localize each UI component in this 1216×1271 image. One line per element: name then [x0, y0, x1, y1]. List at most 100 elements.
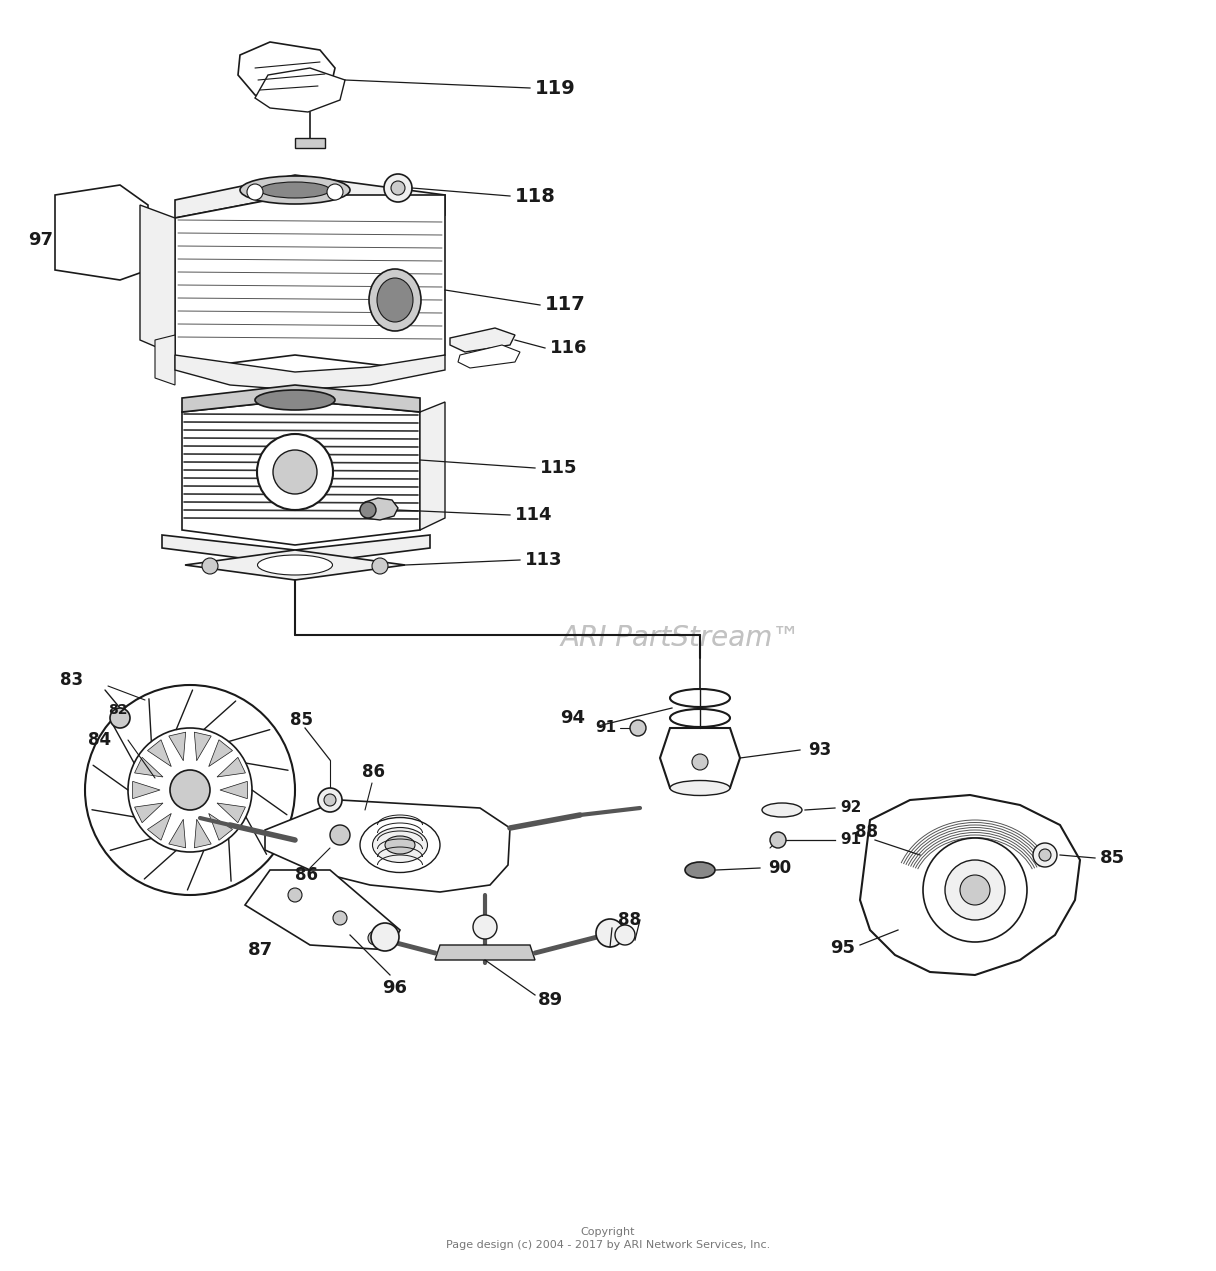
Circle shape [770, 833, 786, 848]
Polygon shape [216, 758, 246, 777]
Text: 83: 83 [60, 671, 83, 689]
Ellipse shape [255, 390, 334, 411]
Polygon shape [147, 813, 171, 840]
Text: 85: 85 [1100, 849, 1125, 867]
Text: 113: 113 [525, 552, 563, 569]
Text: 91: 91 [840, 833, 861, 848]
Polygon shape [216, 803, 246, 822]
Text: 86: 86 [295, 866, 319, 885]
Circle shape [257, 433, 333, 510]
Polygon shape [135, 803, 163, 822]
Text: 82: 82 [108, 703, 128, 717]
Ellipse shape [670, 709, 730, 727]
Circle shape [596, 919, 624, 947]
Circle shape [945, 860, 1004, 920]
Ellipse shape [670, 780, 730, 796]
Circle shape [371, 923, 399, 951]
Circle shape [288, 888, 302, 902]
Polygon shape [147, 740, 171, 766]
Circle shape [692, 754, 708, 770]
Ellipse shape [368, 269, 421, 330]
Ellipse shape [377, 278, 413, 322]
Polygon shape [195, 820, 212, 848]
Polygon shape [420, 402, 445, 530]
Polygon shape [169, 732, 186, 761]
Polygon shape [133, 782, 161, 798]
Text: 93: 93 [807, 741, 832, 759]
Polygon shape [185, 550, 405, 580]
Text: 84: 84 [88, 731, 111, 749]
Polygon shape [195, 732, 212, 761]
Polygon shape [860, 794, 1080, 975]
Polygon shape [209, 813, 232, 840]
Circle shape [128, 728, 252, 852]
Circle shape [1034, 843, 1057, 867]
Text: 91: 91 [595, 721, 617, 736]
Text: 88: 88 [618, 911, 641, 929]
Polygon shape [435, 946, 535, 960]
Circle shape [85, 685, 295, 895]
Polygon shape [175, 175, 445, 219]
Polygon shape [660, 728, 741, 788]
Text: 87: 87 [248, 941, 274, 960]
Text: 117: 117 [545, 295, 586, 314]
Text: 88: 88 [855, 824, 878, 841]
Text: 90: 90 [769, 859, 792, 877]
Polygon shape [209, 740, 232, 766]
Circle shape [319, 788, 342, 812]
Polygon shape [360, 498, 398, 520]
Text: 95: 95 [831, 939, 855, 957]
Polygon shape [255, 69, 345, 112]
Text: 86: 86 [362, 763, 385, 780]
Circle shape [170, 770, 210, 810]
Text: 97: 97 [28, 231, 54, 249]
Circle shape [1038, 849, 1051, 860]
Ellipse shape [258, 555, 332, 574]
Text: 92: 92 [840, 801, 861, 816]
Polygon shape [220, 782, 247, 798]
Circle shape [330, 825, 350, 845]
Polygon shape [162, 535, 430, 566]
Text: Copyright: Copyright [581, 1227, 635, 1237]
Polygon shape [140, 205, 175, 355]
Circle shape [247, 184, 263, 200]
Text: 118: 118 [516, 187, 556, 206]
Ellipse shape [372, 827, 428, 863]
Text: 85: 85 [289, 710, 313, 730]
Polygon shape [175, 355, 445, 390]
Circle shape [615, 925, 635, 946]
Text: ARI PartStream™: ARI PartStream™ [561, 624, 800, 652]
Circle shape [274, 450, 317, 494]
Polygon shape [182, 385, 420, 412]
Circle shape [372, 558, 388, 574]
Polygon shape [450, 328, 516, 352]
Polygon shape [169, 820, 186, 848]
Text: ARI PartStream™: ARI PartStream™ [561, 624, 800, 652]
Circle shape [323, 794, 336, 806]
Ellipse shape [762, 803, 803, 817]
Circle shape [473, 915, 497, 939]
Polygon shape [154, 336, 175, 385]
Polygon shape [458, 344, 520, 369]
Text: 119: 119 [535, 79, 575, 98]
Polygon shape [295, 139, 325, 147]
Text: Page design (c) 2004 - 2017 by ARI Network Services, Inc.: Page design (c) 2004 - 2017 by ARI Netwo… [446, 1240, 770, 1249]
Circle shape [923, 838, 1028, 942]
Circle shape [630, 719, 646, 736]
Ellipse shape [670, 689, 730, 707]
Polygon shape [135, 758, 163, 777]
Ellipse shape [685, 862, 715, 878]
Circle shape [202, 558, 218, 574]
Circle shape [109, 708, 130, 728]
Polygon shape [238, 42, 334, 105]
Ellipse shape [260, 182, 330, 198]
Circle shape [368, 930, 382, 946]
Ellipse shape [240, 175, 350, 205]
Polygon shape [265, 799, 510, 892]
Text: 94: 94 [561, 709, 585, 727]
Text: 115: 115 [540, 459, 578, 477]
Polygon shape [175, 194, 445, 370]
Circle shape [333, 911, 347, 925]
Polygon shape [244, 871, 400, 949]
Circle shape [959, 874, 990, 905]
